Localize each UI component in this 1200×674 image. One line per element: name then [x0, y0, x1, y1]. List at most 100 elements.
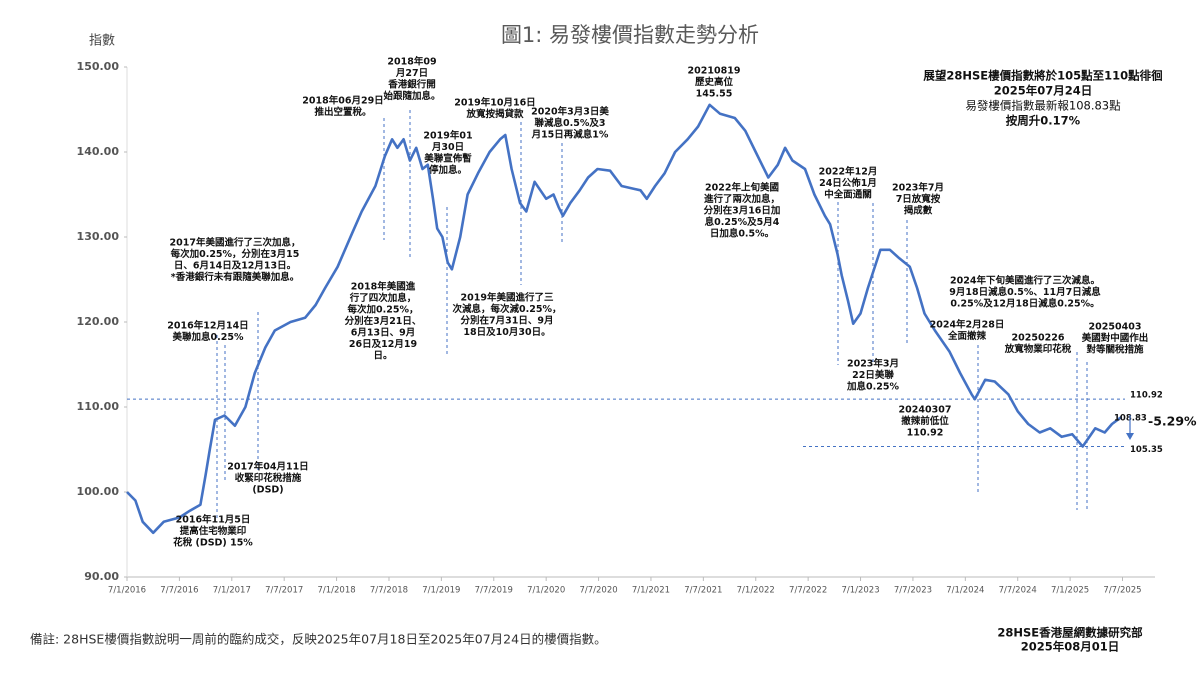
- annotation-line-text: 2018年09: [387, 56, 436, 68]
- annotation-line-text: 撤辣前低位: [901, 415, 949, 427]
- annotation-line-text: 美聯宣佈暫: [423, 153, 472, 165]
- x-tick-label: 7/1/2022: [737, 586, 775, 596]
- x-tick-label: 7/7/2021: [684, 586, 722, 596]
- annotation-line-text: 月30日: [431, 142, 464, 153]
- annotation-line-text: 中全面通關: [824, 189, 872, 201]
- annotation-line-text: 2019年01: [423, 130, 472, 142]
- annotation-line-text: 全面撤辣: [947, 330, 987, 342]
- line-series: [126, 103, 1123, 535]
- x-tick-label: 7/1/2018: [317, 586, 355, 596]
- annotation-line-text: 24日公佈1月: [819, 177, 877, 189]
- annotation-line-text: 月15日再減息1%: [531, 129, 609, 141]
- annotation: 2017年美國進行了三次加息，每次加0.25%，分別在3月15日、6月14日及1…: [170, 237, 301, 284]
- x-tick-label: 7/1/2024: [946, 586, 984, 596]
- y-tick-label: 150.00: [77, 60, 120, 73]
- source-text: 2025年08月01日: [1021, 640, 1120, 654]
- annotation-line-text: 20240307: [899, 405, 952, 416]
- x-tick-label: 7/7/2024: [999, 586, 1037, 596]
- y-tick-label: 110.00: [77, 400, 120, 413]
- y-tick-label: 120.00: [77, 315, 120, 328]
- annotation-line-text: 行了四次加息，: [349, 292, 417, 304]
- annotation-line-text: 2022年12月: [819, 166, 878, 178]
- x-tick-label: 7/1/2020: [527, 586, 565, 596]
- annotation-line-text: *香港銀行未有跟隨美聯加息。: [171, 271, 299, 283]
- annotation-line-text: 分別在3月21日、: [345, 315, 422, 327]
- x-tick-label: 7/7/2016: [160, 586, 198, 596]
- y-tick-label: 140.00: [77, 145, 120, 158]
- annotation-line-text: 2019年10月16日: [454, 97, 535, 109]
- annotation-line-text: 2017年04月11日: [227, 461, 308, 473]
- annotation-line-text: 26日及12月19: [349, 339, 417, 350]
- annotation-line-text: 2024年下旬美國進行了三次減息。: [950, 275, 1100, 287]
- x-tick-label: 7/7/2018: [370, 586, 408, 596]
- annotation-line-text: 放寬按揭貸款: [465, 108, 524, 120]
- annotation-line-text: 香港銀行開: [387, 79, 436, 91]
- annotation-line-text: 2016年12月14日: [167, 320, 248, 332]
- annotation-line-text: 加息0.25%: [846, 381, 899, 393]
- annotation-line-text: 2017年美國進行了三次加息，: [170, 237, 301, 249]
- annotation-line-text: 歷史高位: [695, 76, 734, 88]
- annotation-line-text: 對等關稅措施: [1086, 344, 1144, 356]
- annotation-line-text: 每次加0.25%，分別在3月15: [171, 248, 300, 260]
- annotation-line-text: 美國對中國作出: [1081, 332, 1149, 344]
- x-tick-label: 7/1/2016: [108, 586, 146, 596]
- annotation-line-text: 揭成數: [904, 205, 933, 217]
- annotation: 2019年美國進行了三次減息，每次減0.25%，分別在7月31日、9月18日及1…: [453, 292, 562, 339]
- annotation-line-text: 2024年2月28日: [930, 319, 1005, 331]
- annotation-line-text: 放寬物業印花稅: [1004, 343, 1072, 355]
- x-tick-label: 7/7/2019: [475, 586, 513, 596]
- annotation-line-text: 進行了兩次加息，: [704, 193, 780, 205]
- annotation-line-text: 花稅 (DSD) 15%: [173, 537, 253, 549]
- annotation-line-text: 收緊印花稅措施: [235, 472, 302, 484]
- annotation-line-text: 次減息，每次減0.25%，: [453, 303, 562, 315]
- x-tick-label: 7/7/2020: [579, 586, 617, 596]
- y-axis-label: 指數: [89, 34, 115, 49]
- annotation-line-text: 22日美聯: [852, 369, 894, 381]
- change-arrow-head: [1126, 433, 1134, 440]
- annotation: 2018年美國進行了四次加息，每次加0.25%，分別在3月21日、6月13日、9…: [345, 281, 422, 362]
- annotation-line-text: 停加息。: [429, 164, 467, 176]
- reference-label: 110.92: [1130, 391, 1163, 401]
- annotation-line-text: 2023年3月: [847, 358, 899, 370]
- annotation-line-text: 2023年7月: [892, 182, 944, 194]
- x-tick-label: 7/1/2017: [213, 586, 251, 596]
- annotation-line-text: 日、6月14日及12月13日。: [174, 261, 296, 272]
- annotation-line-text: 分別在7月31日、9月: [461, 315, 554, 327]
- annotation-line-text: 美聯加息0.25%: [172, 331, 244, 343]
- annotation-line-text: 日。: [373, 351, 392, 362]
- annotation-line-text: 20210819: [688, 66, 741, 77]
- y-tick-label: 130.00: [77, 230, 120, 243]
- annotation-line-text: (DSD): [252, 485, 283, 496]
- annotation-line-text: 6月13日、9月: [351, 328, 415, 339]
- annotation-line-text: 9月18日減息0.5%、11月7日減息: [949, 286, 1101, 298]
- x-tick-label: 7/7/2025: [1103, 586, 1141, 596]
- annotation-line-text: 145.55: [696, 89, 733, 100]
- annotation-line-text: 日加息0.5%。: [710, 228, 774, 240]
- annotation-line-text: 2016年11月5日: [176, 514, 251, 526]
- outlook-text: 易發樓價指數最新報108.83點: [965, 99, 1121, 113]
- annotation-line-text: 每次加0.25%，: [348, 304, 419, 316]
- source-text: 28HSE香港屋網數據研究部: [997, 626, 1143, 640]
- x-tick-label: 7/1/2019: [422, 586, 460, 596]
- annotation: 2022年上旬美國進行了兩次加息，分別在3月16日加息0.25%及5月4日加息0…: [704, 182, 781, 240]
- annotation-line-text: 聯減息0.5%及3: [535, 117, 606, 129]
- x-tick-label: 7/7/2023: [894, 586, 932, 596]
- reference-label: 105.35: [1130, 445, 1163, 455]
- annotation-line-text: 2018年06月29日: [302, 95, 383, 107]
- annotation-line-text: 始跟隨加息。: [383, 90, 440, 102]
- x-tick-label: 7/7/2017: [265, 586, 303, 596]
- annotation: 2024年下旬美國進行了三次減息。9月18日減息0.5%、11月7日減息0.25…: [949, 275, 1101, 310]
